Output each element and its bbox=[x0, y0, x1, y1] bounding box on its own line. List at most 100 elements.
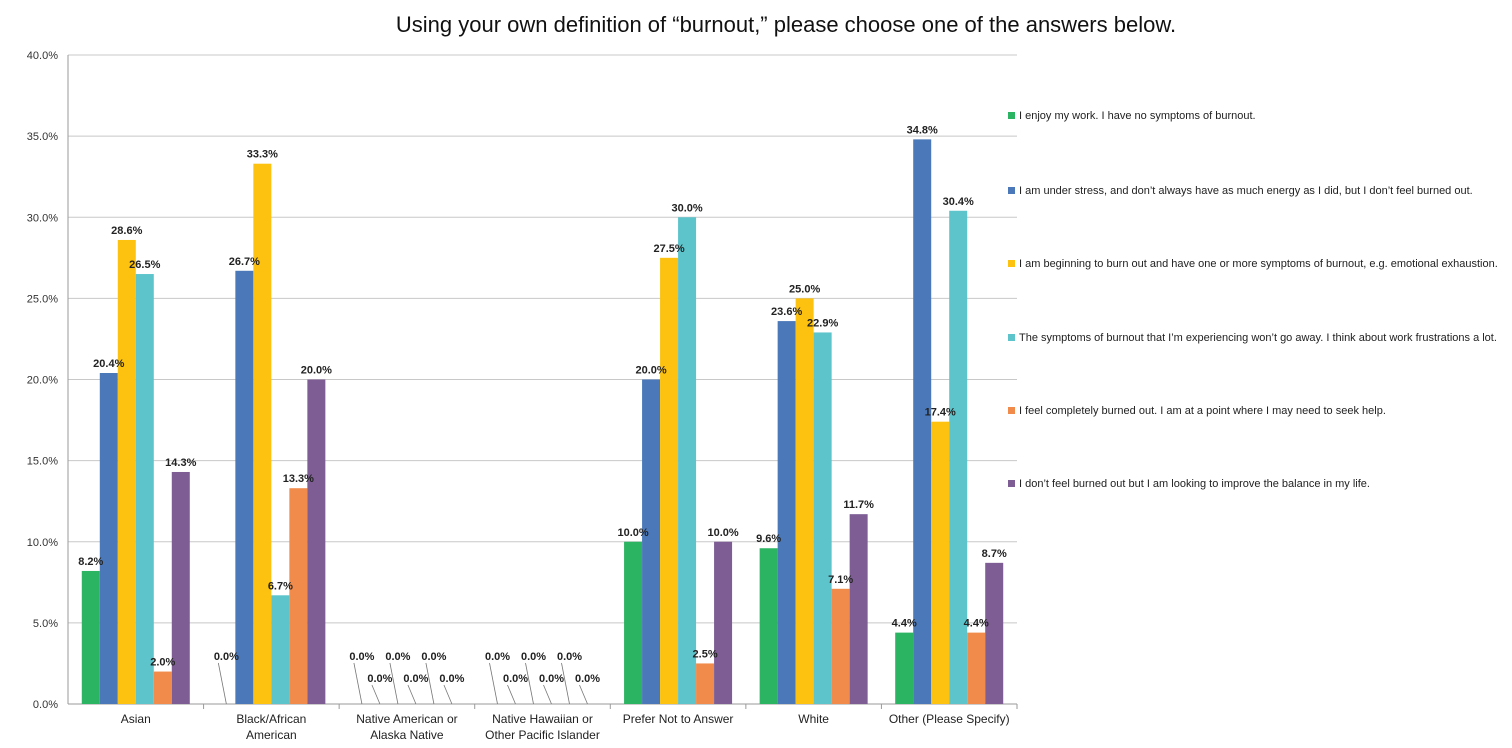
bar bbox=[895, 632, 914, 704]
label-leader bbox=[579, 684, 588, 705]
legend-swatch bbox=[1008, 260, 1015, 267]
legend-item: I don’t feel burned out but I am looking… bbox=[1008, 476, 1503, 492]
data-label: 34.8% bbox=[907, 124, 938, 136]
category-label: Black/African bbox=[236, 712, 306, 726]
bar bbox=[624, 541, 643, 704]
bar bbox=[967, 632, 986, 704]
legend-label: I am beginning to burn out and have one … bbox=[1019, 258, 1498, 270]
data-label: 26.7% bbox=[229, 256, 260, 268]
data-label: 8.7% bbox=[982, 548, 1007, 560]
bar bbox=[813, 332, 832, 704]
data-label: 20.4% bbox=[93, 358, 124, 370]
y-tick-label: 15.0% bbox=[27, 456, 58, 468]
bar bbox=[307, 379, 326, 704]
legend-item: I feel completely burned out. I am at a … bbox=[1008, 403, 1503, 419]
legend-swatch bbox=[1008, 112, 1015, 119]
bar bbox=[777, 321, 796, 704]
bar bbox=[642, 379, 661, 704]
label-leader bbox=[217, 662, 227, 705]
legend-swatch bbox=[1008, 334, 1015, 341]
data-label: 0.0% bbox=[439, 673, 464, 685]
legend-label: I feel completely burned out. I am at a … bbox=[1019, 405, 1386, 417]
bars bbox=[81, 139, 1004, 704]
label-leader bbox=[371, 684, 381, 705]
bar bbox=[271, 595, 290, 704]
data-label: 23.6% bbox=[771, 306, 802, 318]
data-label: 0.0% bbox=[485, 651, 510, 663]
bar bbox=[153, 671, 172, 704]
legend-label: The symptoms of burnout that I’m experie… bbox=[1019, 332, 1497, 344]
legend-label: I enjoy my work. I have no symptoms of b… bbox=[1019, 110, 1256, 122]
data-label: 26.5% bbox=[129, 259, 160, 271]
bar bbox=[99, 373, 118, 704]
data-label: 8.2% bbox=[78, 556, 103, 568]
legend-item: I am beginning to burn out and have one … bbox=[1008, 256, 1503, 272]
data-label: 0.0% bbox=[349, 651, 374, 663]
data-label: 13.3% bbox=[283, 473, 314, 485]
data-label: 27.5% bbox=[653, 243, 684, 255]
label-leader bbox=[525, 662, 534, 705]
bar bbox=[117, 239, 136, 704]
bar bbox=[795, 298, 814, 704]
data-label: 2.0% bbox=[150, 657, 175, 669]
legend-label: I am under stress, and don’t always have… bbox=[1019, 185, 1473, 197]
data-label: 0.0% bbox=[575, 673, 600, 685]
data-label: 7.1% bbox=[828, 574, 853, 586]
bar bbox=[714, 541, 733, 704]
bar bbox=[289, 488, 308, 704]
label-leader bbox=[543, 684, 552, 705]
data-label: 25.0% bbox=[789, 283, 820, 295]
category-label: Other (Please Specify) bbox=[889, 712, 1010, 726]
label-leader bbox=[425, 662, 435, 705]
category-labels: Asian Black/African American Native America… bbox=[121, 712, 1010, 742]
y-tick-label: 0.0% bbox=[33, 699, 58, 711]
data-label: 30.0% bbox=[671, 202, 702, 214]
data-label: 0.0% bbox=[539, 673, 564, 685]
data-label: 30.4% bbox=[943, 196, 974, 208]
bar bbox=[253, 163, 272, 704]
legend-item: The symptoms of burnout that I’m experie… bbox=[1008, 330, 1503, 346]
data-label: 10.0% bbox=[617, 527, 648, 539]
category-label: White bbox=[798, 712, 829, 726]
gridlines bbox=[68, 54, 1017, 624]
data-label: 0.0% bbox=[367, 673, 392, 685]
bar bbox=[235, 270, 254, 704]
data-label: 0.0% bbox=[521, 651, 546, 663]
data-label: 22.9% bbox=[807, 317, 838, 329]
data-label: 14.3% bbox=[165, 457, 196, 469]
data-label: 4.4% bbox=[964, 618, 989, 630]
label-leader bbox=[407, 684, 417, 705]
data-label: 11.7% bbox=[843, 499, 874, 511]
data-label: 0.0% bbox=[385, 651, 410, 663]
data-label: 28.6% bbox=[111, 225, 142, 237]
chart-title: Using your own definition of “burnout,” … bbox=[395, 12, 1177, 37]
bar bbox=[759, 548, 778, 704]
category-label: Prefer Not to Answer bbox=[623, 712, 734, 726]
data-label: 0.0% bbox=[557, 651, 582, 663]
bar bbox=[985, 562, 1004, 704]
data-label: 9.6% bbox=[756, 533, 781, 545]
data-label: 2.5% bbox=[693, 648, 718, 660]
bar bbox=[913, 139, 932, 704]
legend-label: I don’t feel burned out but I am looking… bbox=[1019, 478, 1370, 490]
data-label: 4.4% bbox=[892, 618, 917, 630]
y-tick-label: 30.0% bbox=[27, 212, 58, 224]
data-label: 0.0% bbox=[421, 651, 446, 663]
legend-swatch bbox=[1008, 187, 1015, 194]
y-tick-label: 35.0% bbox=[27, 131, 58, 143]
category-label: Asian bbox=[121, 712, 151, 726]
category-label: American bbox=[246, 728, 297, 742]
label-leader bbox=[389, 662, 399, 705]
category-label: Native Hawaiian or bbox=[492, 712, 593, 726]
bar bbox=[831, 588, 850, 704]
data-label: 33.3% bbox=[247, 149, 278, 161]
y-tick-label: 10.0% bbox=[27, 537, 58, 549]
bar bbox=[81, 570, 100, 704]
label-leader bbox=[561, 662, 570, 705]
data-labels: 8.2% 20.4% 28.6% 26.5% 2.0% 14.3% 0.0% 26.7% 33.… bbox=[78, 124, 1007, 705]
y-tick-label: 5.0% bbox=[33, 618, 58, 630]
y-tick-label: 25.0% bbox=[27, 293, 58, 305]
bar bbox=[135, 274, 154, 704]
bar bbox=[949, 210, 968, 704]
